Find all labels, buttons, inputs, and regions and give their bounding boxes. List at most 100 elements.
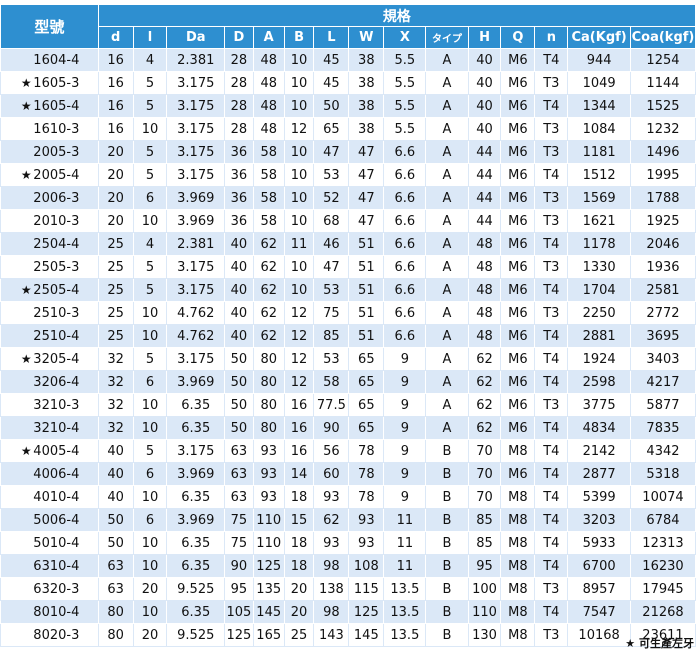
table-row: 2006-3 20 6 3.969 36 58 10 52 47 6.6 A 44 M6 T3 1569 17… — [0, 186, 697, 210]
cell-a: 62 — [252, 324, 285, 348]
cell-q: M6 — [500, 324, 536, 348]
cell-w: 125 — [348, 600, 385, 624]
cell-w: 115 — [348, 577, 385, 601]
cell-type: A — [425, 117, 469, 141]
cell-da: 3.969 — [166, 508, 226, 532]
cell-d: 50 — [97, 508, 134, 532]
cell-length: 62 — [313, 508, 350, 532]
cell-x: 9 — [383, 393, 427, 417]
cell-a: 58 — [252, 186, 285, 210]
ball-screw-nut-spec-table: 型號 規格 d l Da D A B L W X タイプ H Q n Ca(Kg… — [0, 4, 697, 647]
model-cell: ★ 2505-4 — [0, 278, 99, 302]
left-hand-thread-footnote: ★ 可生產左牙 — [625, 637, 694, 650]
cell-d: 32 — [97, 370, 134, 394]
cell-x: 9 — [383, 416, 427, 440]
cell-n: T3 — [534, 301, 569, 325]
cell-b: 15 — [283, 508, 315, 532]
table-row: 8010-4 80 10 6.35 105 145 20 98 125 13.5 B 110 M8 T4 7… — [0, 600, 697, 624]
cell-l: 10 — [132, 531, 168, 555]
cell-n: T4 — [534, 347, 569, 371]
cell-h: 44 — [467, 186, 502, 210]
cell-b: 12 — [283, 324, 315, 348]
cell-w: 65 — [348, 393, 385, 417]
cell-d-outer: 40 — [224, 255, 254, 279]
model-number: 1605-3 — [33, 75, 80, 91]
cell-a: 48 — [252, 117, 285, 141]
cell-a: 80 — [252, 393, 285, 417]
cell-da: 3.175 — [166, 140, 226, 164]
table-row: ★ 1605-4 16 5 3.175 28 48 10 50 38 5.5 A 40 M6 T4 1344 1… — [0, 94, 697, 118]
cell-n: T3 — [534, 71, 569, 95]
cell-h: 110 — [467, 600, 502, 624]
cell-length: 56 — [313, 439, 350, 463]
cell-w: 78 — [348, 462, 385, 486]
cell-d: 16 — [97, 117, 134, 141]
cell-n: T4 — [534, 278, 569, 302]
cell-d: 25 — [97, 301, 134, 325]
cell-l: 6 — [132, 508, 168, 532]
model-number: 3210-3 — [33, 397, 80, 413]
cell-b: 10 — [283, 278, 315, 302]
cell-n: T4 — [534, 94, 569, 118]
col-header-a: A — [252, 26, 285, 49]
col-header-q: Q — [500, 26, 536, 49]
cell-type: A — [425, 48, 469, 72]
table-row: 6320-3 63 20 9.525 95 135 20 138 115 13.5 B 100 M8 T3… — [0, 577, 697, 601]
cell-x: 9 — [383, 370, 427, 394]
cell-ca: 4834 — [567, 416, 631, 440]
cell-ca: 1512 — [567, 163, 631, 187]
cell-coa: 23611 — [629, 623, 697, 647]
cell-b: 10 — [283, 255, 315, 279]
model-cell: ★ 3205-4 — [0, 347, 99, 371]
cell-da: 3.969 — [166, 186, 226, 210]
model-cell: ★ 4005-4 — [0, 439, 99, 463]
cell-ca: 2250 — [567, 301, 631, 325]
table-row: 2510-4 25 10 4.762 40 62 12 85 51 6.6 A 48 M6 T4 2881 3… — [0, 324, 697, 348]
star-icon: ★ — [20, 75, 32, 90]
cell-h: 100 — [467, 577, 502, 601]
cell-q: M6 — [500, 347, 536, 371]
cell-w: 93 — [348, 508, 385, 532]
cell-l: 5 — [132, 255, 168, 279]
cell-coa: 17945 — [629, 577, 697, 601]
cell-b: 11 — [283, 232, 315, 256]
cell-w: 51 — [348, 278, 385, 302]
model-cell: 8010-4 — [0, 600, 99, 624]
cell-q: M6 — [500, 186, 536, 210]
model-cell: 6320-3 — [0, 577, 99, 601]
cell-b: 10 — [283, 48, 315, 72]
cell-l: 4 — [132, 232, 168, 256]
cell-b: 12 — [283, 347, 315, 371]
model-cell: 1610-3 — [0, 117, 99, 141]
cell-x: 5.5 — [383, 48, 427, 72]
cell-d: 20 — [97, 163, 134, 187]
cell-d-outer: 105 — [224, 600, 254, 624]
cell-d: 25 — [97, 324, 134, 348]
cell-x: 6.6 — [383, 255, 427, 279]
cell-da: 4.762 — [166, 324, 226, 348]
cell-h: 44 — [467, 140, 502, 164]
cell-d: 80 — [97, 623, 134, 647]
cell-n: T4 — [534, 416, 569, 440]
cell-b: 10 — [283, 94, 315, 118]
cell-h: 62 — [467, 370, 502, 394]
cell-d-outer: 28 — [224, 117, 254, 141]
cell-q: M6 — [500, 301, 536, 325]
cell-length: 98 — [313, 554, 350, 578]
cell-l: 5 — [132, 71, 168, 95]
model-cell: 3210-3 — [0, 393, 99, 417]
cell-l: 10 — [132, 554, 168, 578]
model-cell: 2006-3 — [0, 186, 99, 210]
cell-n: T3 — [534, 209, 569, 233]
cell-type: A — [425, 94, 469, 118]
cell-type: B — [425, 554, 469, 578]
cell-q: M6 — [500, 370, 536, 394]
cell-d: 25 — [97, 232, 134, 256]
cell-l: 6 — [132, 462, 168, 486]
cell-ca: 1330 — [567, 255, 631, 279]
cell-b: 16 — [283, 416, 315, 440]
cell-q: M8 — [500, 439, 536, 463]
star-icon: ★ — [20, 282, 32, 297]
model-column-header: 型號 — [0, 4, 99, 49]
cell-ca: 1181 — [567, 140, 631, 164]
